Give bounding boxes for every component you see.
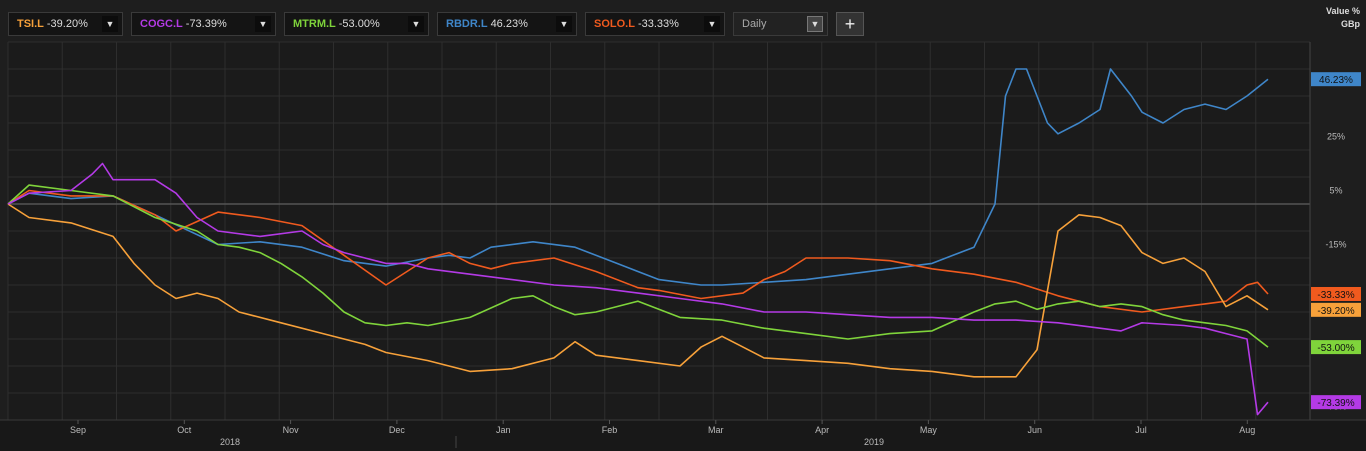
interval-value: Daily	[742, 18, 767, 30]
axis-header-value: Value %	[1325, 6, 1360, 16]
x-tick-label: Mar	[708, 425, 724, 435]
series-line-rbdr-l	[7, 68, 1269, 286]
last-value-tag	[1311, 72, 1361, 87]
series-change: -73.39%	[185, 18, 227, 30]
series-change: -53.00%	[338, 18, 380, 30]
x-tick-label: Aug	[1239, 425, 1255, 435]
x-tick-label: Feb	[602, 425, 618, 435]
axis-header-unit: GBp	[1341, 19, 1360, 29]
x-axis-band	[0, 420, 1366, 451]
last-value-label: -39.20%	[1317, 306, 1354, 317]
series-chip-mtrm[interactable]: MTRM.L -53.00% ▼	[284, 12, 429, 36]
chevron-down-icon[interactable]: ▼	[807, 16, 823, 32]
toolbar: TSI.L -39.20% ▼ COGC.L -73.39% ▼ MTRM.L …	[8, 12, 864, 38]
last-value-tag	[1311, 395, 1361, 410]
x-tick-label: Jan	[496, 425, 511, 435]
series-line-solo-l	[7, 189, 1269, 313]
series-symbol: MTRM.L	[293, 18, 336, 30]
series-symbol: COGC.L	[140, 18, 183, 30]
series-change: -39.20%	[46, 18, 88, 30]
last-value-tag	[1311, 302, 1361, 317]
x-tick-label: Nov	[283, 425, 300, 435]
year-label: 2018	[220, 437, 240, 447]
series-line-mtrm-l	[7, 184, 1269, 348]
interval-select[interactable]: Daily ▼	[733, 12, 828, 36]
last-value-tag	[1311, 286, 1361, 301]
last-value-label: -33.33%	[1317, 290, 1354, 301]
x-tick-label: May	[920, 425, 938, 435]
last-value-label: -73.39%	[1317, 398, 1354, 409]
series-chip-rbdr[interactable]: RBDR.L 46.23% ▼	[437, 12, 577, 36]
series-line-cogc-l	[7, 162, 1269, 416]
series-chip-tsi[interactable]: TSI.L -39.20% ▼	[8, 12, 123, 36]
x-tick-label: Jun	[1027, 425, 1042, 435]
series-change: 46.23%	[490, 18, 528, 30]
series-symbol: RBDR.L	[446, 18, 488, 30]
series-change: -33.33%	[637, 18, 679, 30]
year-label: 2019	[864, 437, 884, 447]
series-chip-solo[interactable]: SOLO.L -33.33% ▼	[585, 12, 725, 36]
chevron-down-icon[interactable]: ▼	[102, 16, 118, 32]
chevron-down-icon[interactable]: ▼	[408, 16, 424, 32]
series-symbol: SOLO.L	[594, 18, 635, 30]
add-series-button[interactable]: +	[836, 12, 864, 36]
series-line-tsi-l	[7, 203, 1269, 378]
series-symbol: TSI.L	[17, 18, 44, 30]
chevron-down-icon[interactable]: ▼	[255, 16, 271, 32]
chevron-down-icon[interactable]: ▼	[704, 16, 720, 32]
x-tick-label: Jul	[1135, 425, 1147, 435]
x-tick-label: Dec	[389, 425, 406, 435]
last-value-tag	[1311, 340, 1361, 355]
last-value-label: -53.00%	[1317, 343, 1354, 354]
x-tick-label: Sep	[70, 425, 86, 435]
chevron-down-icon[interactable]: ▼	[556, 16, 572, 32]
x-tick-label: Apr	[815, 425, 829, 435]
x-tick-label: Oct	[177, 425, 192, 435]
y-tick-label: -15%	[1325, 240, 1346, 250]
series-chip-cogc[interactable]: COGC.L -73.39% ▼	[131, 12, 276, 36]
y-tick-label: 25%	[1327, 132, 1345, 142]
y-tick-label: 5%	[1329, 186, 1342, 196]
last-value-label: 46.23%	[1319, 75, 1353, 86]
